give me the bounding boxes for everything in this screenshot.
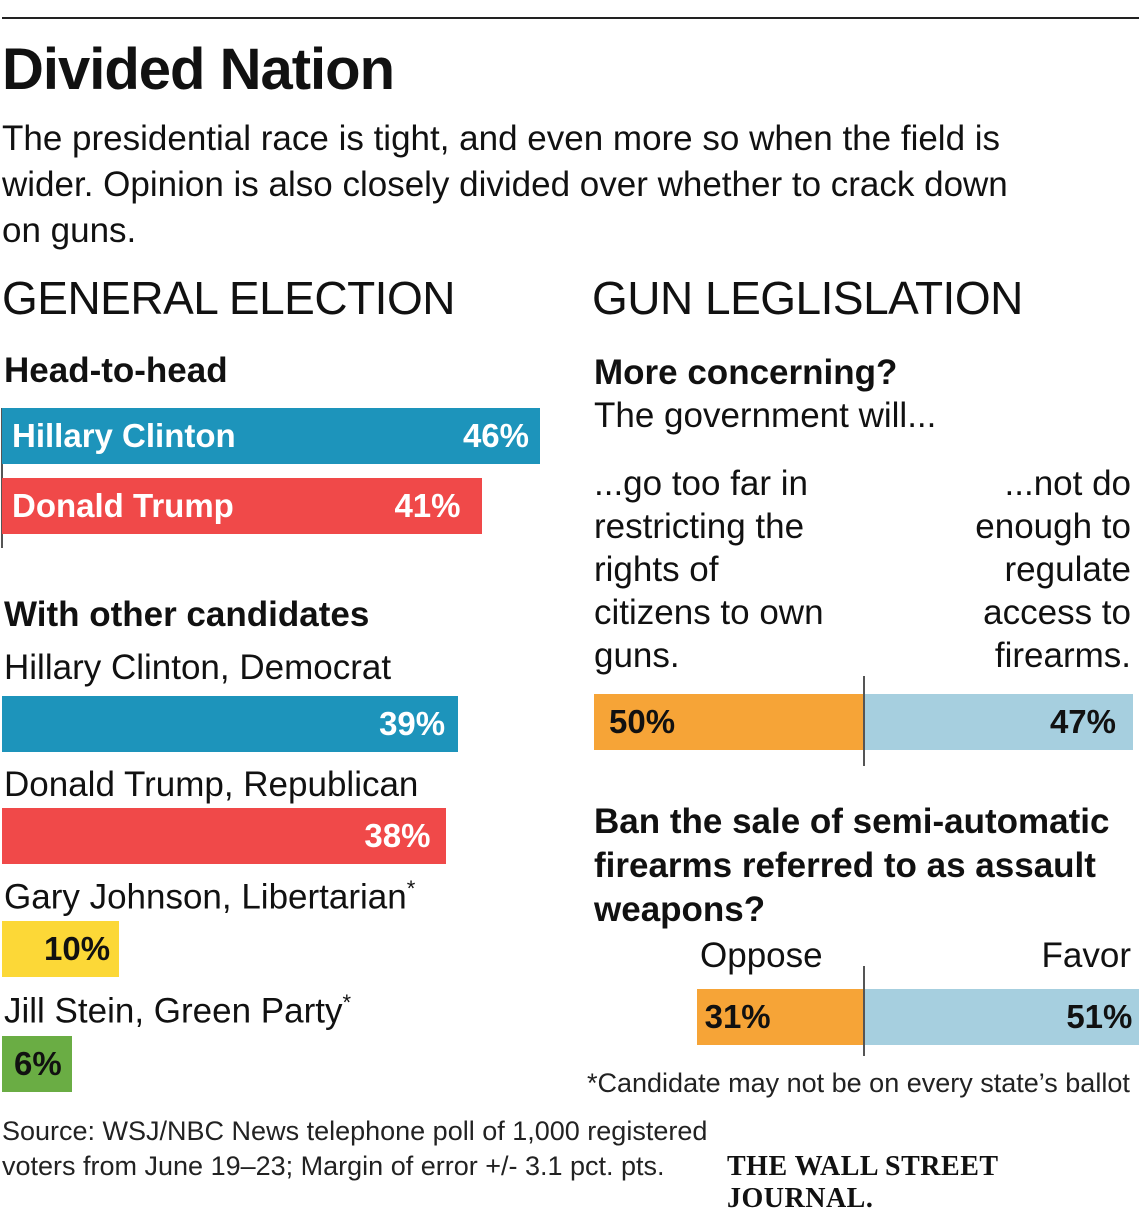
- bar-stein: 6%: [2, 1036, 73, 1092]
- bar-value-oppose: 31%: [704, 998, 771, 1035]
- bar-label-clinton: Hillary Clinton: [12, 417, 236, 454]
- source-note: Source: WSJ/NBC News telephone poll of 1…: [2, 1116, 708, 1181]
- label-stein-text: Jill Stein, Green Party: [4, 991, 343, 1031]
- bar-value-favor: 51%: [1066, 998, 1133, 1035]
- label-clinton-democrat: Hillary Clinton, Democrat: [4, 648, 392, 687]
- more-concerning-subtitle: The government will...: [594, 396, 937, 435]
- bar-johnson: 10%: [2, 921, 119, 977]
- bar-oppose: 31%: [696, 989, 864, 1045]
- bar-trump-head-to-head: Donald Trump 41%: [2, 478, 482, 534]
- wsj-logo: THE WALL STREET JOURNAL.: [727, 1151, 999, 1214]
- chart-subtitle: The presidential race is tight, and even…: [2, 119, 1008, 250]
- bar-clinton-multi: 39%: [2, 696, 459, 752]
- bar-value-clinton: 46%: [462, 417, 529, 454]
- bar-value-clinton-multi: 39%: [379, 705, 446, 742]
- bar-value-stein: 6%: [14, 1045, 62, 1082]
- bar-favor: 51%: [864, 989, 1140, 1045]
- bar-label-trump: Donald Trump: [12, 487, 234, 524]
- bar-value-trump-multi: 38%: [364, 817, 431, 854]
- asterisk-johnson: *: [406, 876, 416, 901]
- option-go-too-far: ...go too far in restricting the rights …: [594, 464, 824, 675]
- section-gun-legislation: GUN LEGLISLATION: [592, 272, 1023, 324]
- bar-value-not-enough: 47%: [1049, 703, 1117, 740]
- label-oppose: Oppose: [700, 936, 823, 975]
- bar-value-johnson: 10%: [44, 930, 111, 967]
- bar-value-trump: 41%: [394, 487, 461, 524]
- ban-center-axis: [863, 966, 865, 1056]
- section-general-election: GENERAL ELECTION: [2, 272, 455, 324]
- top-rule: [2, 17, 1139, 19]
- more-concerning-heading: More concerning?: [594, 353, 898, 392]
- bar-trump-multi: 38%: [2, 808, 447, 864]
- label-favor: Favor: [1041, 936, 1131, 975]
- chart-title: Divided Nation: [2, 37, 395, 102]
- option-not-enough: ...not do enough to regulate access to f…: [975, 464, 1131, 675]
- label-johnson-text: Gary Johnson, Libertarian: [4, 877, 407, 917]
- bar-clinton-head-to-head: Hillary Clinton 46%: [2, 408, 540, 464]
- label-trump-republican: Donald Trump, Republican: [4, 765, 419, 804]
- asterisk-stein: *: [342, 990, 352, 1015]
- assault-weapons-heading: Ban the sale of semi-automatic firearms …: [594, 802, 1110, 929]
- with-other-candidates-heading: With other candidates: [4, 595, 370, 634]
- footnote: *Candidate may not be on every state’s b…: [587, 1068, 1130, 1098]
- bar-value-go-too-far: 50%: [609, 703, 676, 740]
- bar-not-enough: 47%: [864, 694, 1134, 750]
- label-stein-green: Jill Stein, Green Party*: [4, 990, 351, 1033]
- label-johnson-libertarian: Gary Johnson, Libertarian*: [4, 876, 415, 919]
- concerning-center-axis: [863, 676, 865, 766]
- bar-go-too-far: 50%: [594, 694, 864, 750]
- head-to-head-heading: Head-to-head: [4, 351, 228, 390]
